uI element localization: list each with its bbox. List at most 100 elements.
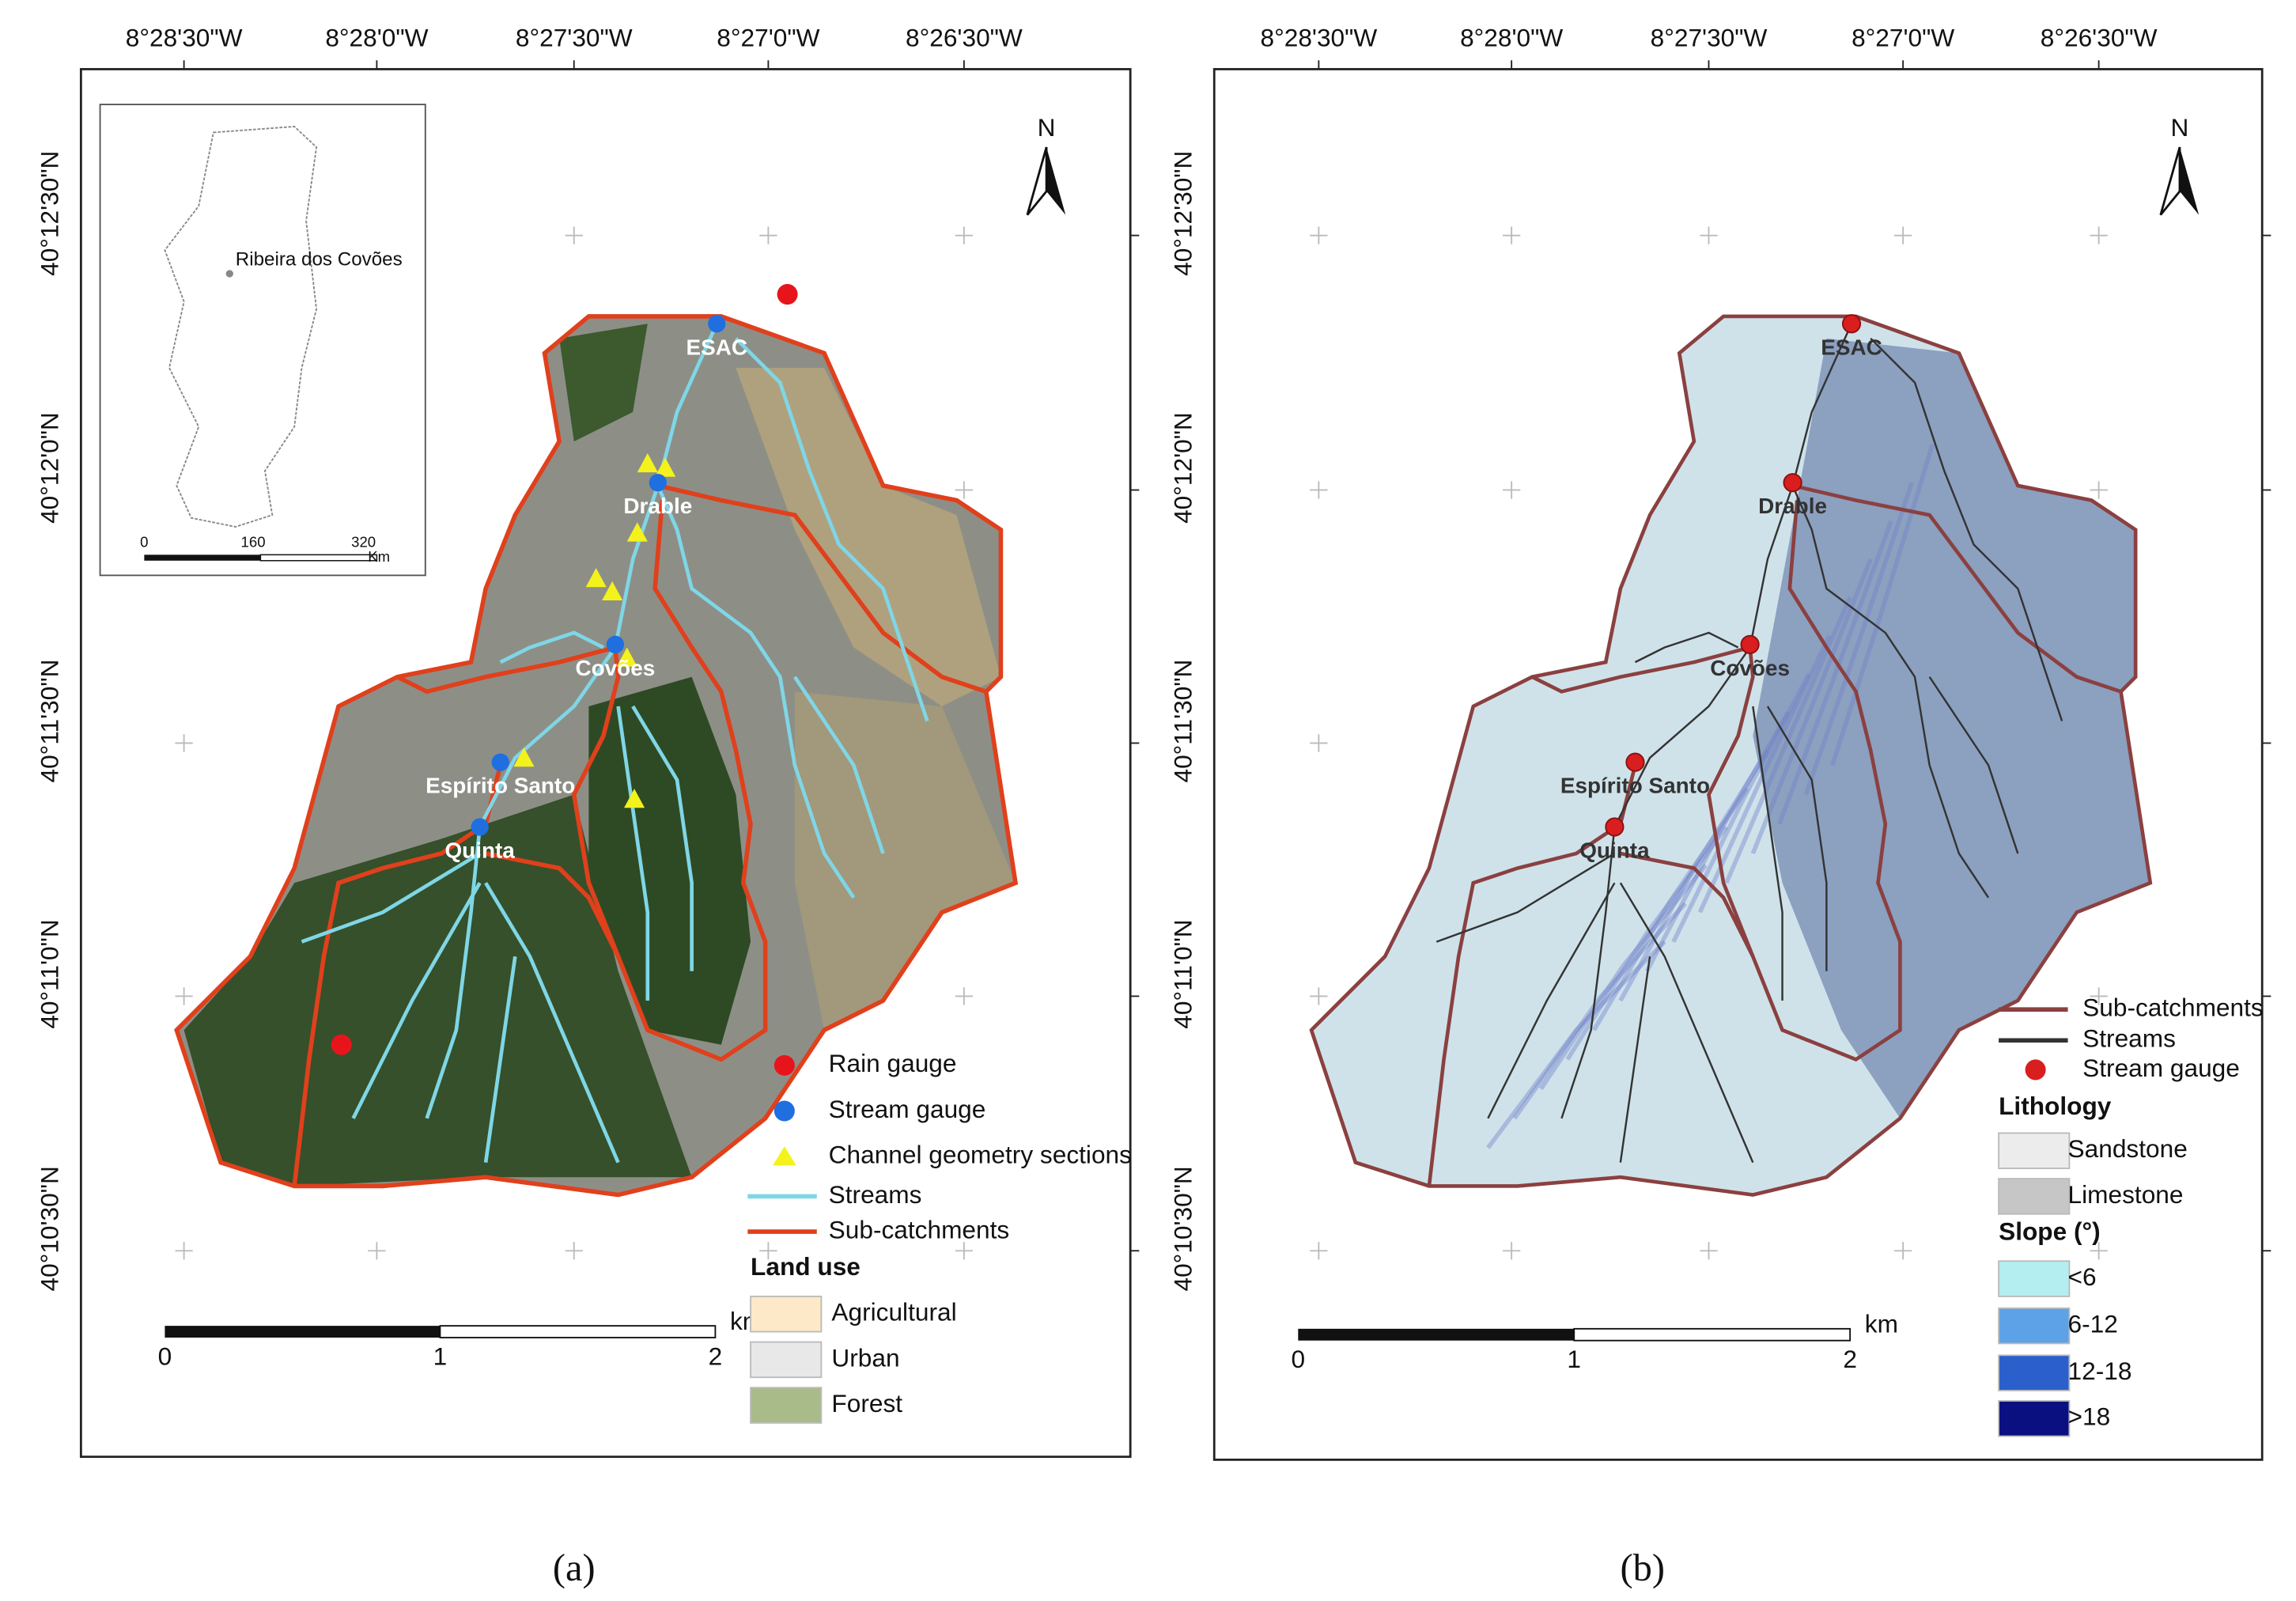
legend-title: Lithology <box>1999 1092 2112 1120</box>
place-label: ESAC <box>1821 335 1882 359</box>
slope-contour <box>1671 672 1811 943</box>
scale-bar <box>439 1325 717 1338</box>
stream <box>1619 956 1651 1163</box>
grid-cross <box>1502 226 1521 244</box>
stream-gauge <box>471 818 489 836</box>
legend-label: Streams <box>2082 1024 2176 1053</box>
channel-section <box>602 581 623 600</box>
slope-contour <box>1803 482 1914 796</box>
grid-cross <box>1310 987 1328 1005</box>
scale-label: 2 <box>709 1342 723 1370</box>
panel-caption: (b) <box>1621 1547 1665 1589</box>
scale-label: 1 <box>433 1342 448 1370</box>
forest-area <box>559 324 648 442</box>
stream <box>1619 882 1754 1164</box>
stream <box>1928 676 2019 854</box>
grid-cross <box>175 1242 193 1260</box>
legend-swatch <box>1998 1400 2071 1437</box>
x-coordinate-label: 8°28'0"W <box>325 24 428 52</box>
grid-cross <box>565 1242 583 1260</box>
scale-unit: km <box>1865 1309 1898 1338</box>
inset-scale-bar <box>144 554 261 561</box>
scale-label: 0 <box>1292 1345 1306 1373</box>
stream <box>1791 485 1990 899</box>
channel-section <box>655 457 676 477</box>
sub-catchment-boundary <box>1792 483 2122 694</box>
stream <box>1870 338 2063 721</box>
grid-cross <box>175 987 193 1005</box>
legend-label: Agricultural <box>831 1298 956 1327</box>
stream-gauge <box>1625 752 1645 772</box>
place-label: Drable <box>1758 494 1827 518</box>
stream-gauge <box>491 753 509 771</box>
stream-gauge <box>708 315 726 333</box>
stream-gauge <box>1605 817 1625 837</box>
stream-gauge <box>1783 473 1802 493</box>
slope-contour <box>1724 596 1852 884</box>
y-coordinate-label: 40°10'30"N <box>35 1166 63 1291</box>
x-coordinate-label: 8°28'30"W <box>126 24 243 52</box>
y-coordinate-label: 40°12'30"N <box>1168 151 1197 276</box>
grid-cross <box>175 734 193 752</box>
forest-area <box>588 676 751 1045</box>
inset-scale-unit: Km <box>368 548 390 565</box>
stream <box>1560 323 1853 1119</box>
x-coordinate-label: 8°27'30"W <box>1651 24 1768 52</box>
legend-swatch <box>750 1295 823 1333</box>
sub-catchment-boundary <box>485 851 621 958</box>
legend-swatch <box>1998 1354 2071 1391</box>
inset-location <box>225 270 233 278</box>
y-coordinate-label: 40°12'30"N <box>35 151 63 276</box>
legend-label: >18 <box>2068 1402 2111 1431</box>
legend-label: Sandstone <box>2068 1134 2188 1163</box>
grid-cross <box>1310 481 1328 499</box>
sub-catchment-boundary <box>657 483 987 694</box>
stream-gauge <box>1841 314 1862 334</box>
sub-catchment-boundary <box>396 645 616 695</box>
legend-symbol <box>774 1100 795 1122</box>
legend-symbol <box>774 1054 795 1076</box>
grid-cross <box>759 1242 777 1260</box>
stream-gauge <box>606 635 625 653</box>
sub-catchment-boundary <box>1707 500 1902 1062</box>
catchment-boundary <box>1309 314 2153 1197</box>
grid-cross <box>1310 1242 1328 1260</box>
legend-title: Land use <box>751 1252 861 1281</box>
place-label: Espírito Santo <box>1560 774 1710 798</box>
stream <box>792 676 885 854</box>
grid-cross <box>1502 1242 1521 1260</box>
slope-contour <box>1591 787 1749 1031</box>
x-coordinate-label: 8°27'30"W <box>516 24 633 52</box>
legend-label: Limestone <box>2068 1180 2184 1209</box>
slope-contour <box>1565 825 1729 1061</box>
stream <box>1487 882 1616 1119</box>
inset-outline <box>164 126 318 528</box>
place-label: Covões <box>575 656 655 680</box>
legend-swatch <box>750 1387 823 1424</box>
y-coordinate-label: 40°11'0"N <box>1168 919 1197 1028</box>
legend-swatch <box>1998 1260 2071 1297</box>
channel-section <box>624 789 645 808</box>
grid-cross <box>1893 1242 1912 1260</box>
slope-contour <box>1777 520 1893 825</box>
stream <box>631 705 694 971</box>
grid-cross <box>955 226 974 244</box>
place-label: Drable <box>623 494 692 518</box>
x-coordinate-label: 8°28'0"W <box>1460 24 1563 52</box>
slope-contour <box>1486 940 1666 1149</box>
stream <box>484 881 620 1164</box>
legend-label: Forest <box>831 1389 902 1417</box>
legend-swatch <box>1998 1307 2071 1345</box>
stream <box>734 337 929 722</box>
inset-frame <box>99 104 426 577</box>
x-coordinate-label: 8°28'30"W <box>1261 24 1378 52</box>
legend-label: Streams <box>829 1180 922 1209</box>
map-panel: 8°28'30"W 8°28'0"W 8°27'30"W 8°27'0"W 8°26'3… <box>35 24 1140 1589</box>
stream <box>1634 631 1739 664</box>
legend-label: 6-12 <box>2068 1309 2118 1338</box>
grid-cross <box>2090 226 2108 244</box>
place-label: Quinta <box>444 838 515 862</box>
rain-gauge <box>331 1034 352 1055</box>
slope-contour <box>1750 558 1873 855</box>
y-coordinate-label: 40°12'0"N <box>1168 412 1197 524</box>
